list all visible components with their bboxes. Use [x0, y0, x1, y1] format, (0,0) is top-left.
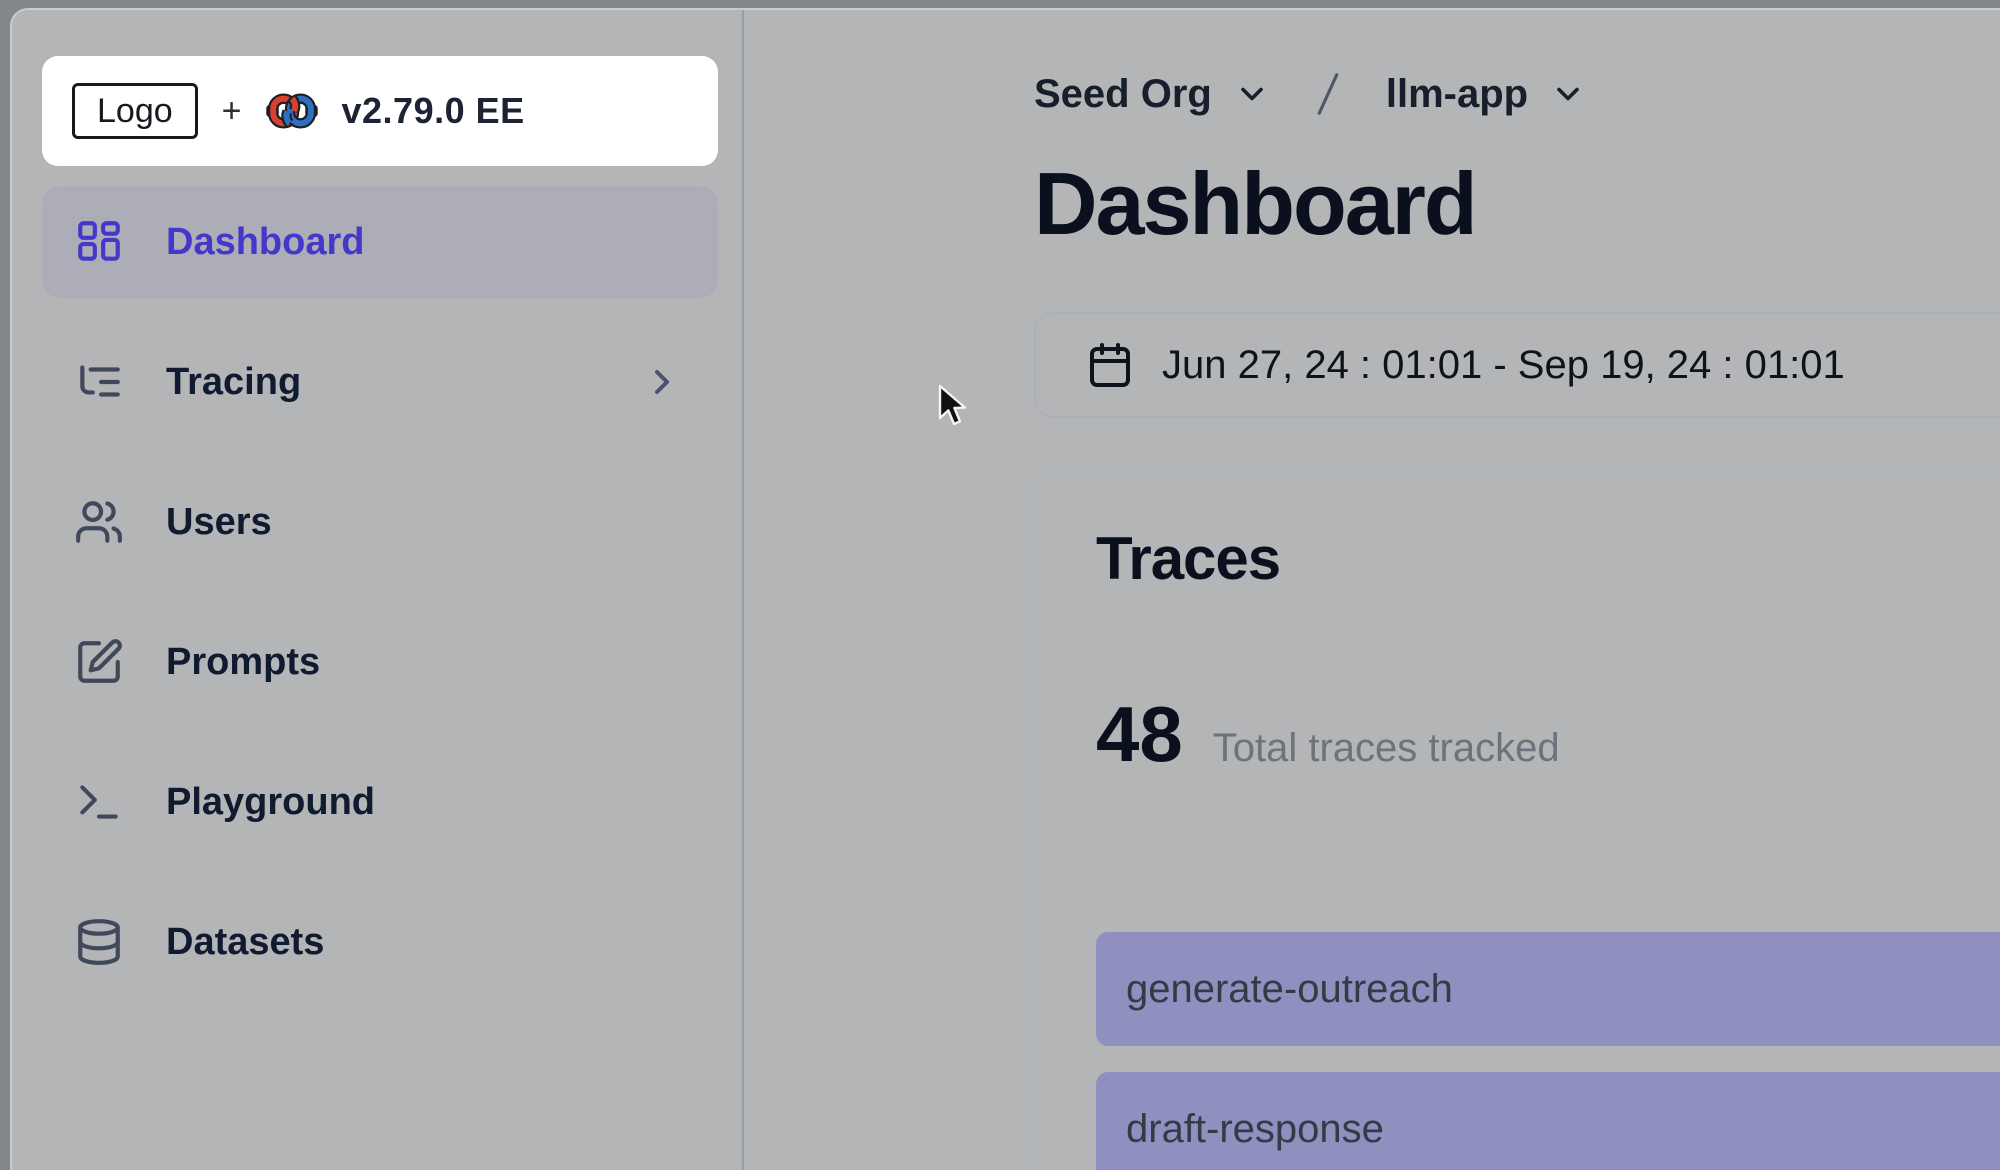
list-tree-icon [80, 365, 120, 397]
traces-total-row: 48 Total traces tracked [1096, 689, 2000, 780]
trace-bar[interactable]: draft-response [1096, 1072, 2000, 1170]
traces-card-title: Traces [1096, 525, 1281, 593]
sidebar-item-datasets[interactable]: Datasets [42, 886, 718, 998]
square-pen-icon [78, 639, 122, 683]
org-switcher[interactable]: Seed Org [1034, 72, 1270, 117]
project-switcher[interactable]: llm-app [1386, 72, 1586, 117]
traces-total-caption: Total traces tracked [1212, 726, 1560, 771]
layout-dashboard-icon [78, 221, 120, 261]
main-content: Seed Org llm-app Dashboard Jun 27, 24 : … [744, 10, 2000, 1170]
org-name: Seed Org [1034, 71, 1212, 116]
sidebar-item-label: Datasets [166, 920, 325, 963]
terminal-icon [80, 785, 118, 819]
sidebar-nav: Dashboard Tracing [42, 186, 718, 998]
sidebar-item-label: Dashboard [166, 220, 365, 263]
breadcrumb: Seed Org llm-app [1034, 66, 2000, 122]
chevron-down-icon [1241, 87, 1263, 101]
date-range-picker[interactable]: Jun 27, 24 : 01:01 - Sep 19, 24 : 01:01 [1034, 312, 2000, 419]
trace-bar-label: draft-response [1126, 1106, 1384, 1151]
sidebar-item-label: Prompts [166, 640, 321, 683]
app-window: Logo + v2.79.0 EE [10, 8, 2000, 1170]
plus-sign: + [221, 91, 242, 130]
date-range-value: Jun 27, 24 : 01:01 - Sep 19, 24 : 01:01 [1162, 342, 1845, 387]
traces-bar-chart: generate-outreach draft-response [1096, 932, 2000, 1170]
logo-card: Logo + v2.79.0 EE [42, 56, 718, 166]
traces-card: Traces 48 Total traces tracked generate-… [1034, 470, 2000, 1170]
sidebar-item-label: Users [166, 500, 272, 543]
trace-bar[interactable]: generate-outreach [1096, 932, 2000, 1047]
sidebar-item-prompts[interactable]: Prompts [42, 606, 718, 718]
calendar-icon [1090, 343, 1130, 388]
breadcrumb-separator [1317, 73, 1339, 115]
sidebar-item-label: Tracing [166, 360, 302, 403]
chevron-down-icon [1557, 87, 1579, 101]
users-icon [76, 501, 122, 543]
trace-bar-label: generate-outreach [1126, 966, 1453, 1011]
sidebar-item-tracing[interactable]: Tracing [42, 326, 718, 438]
knot-logo-icon [265, 93, 318, 129]
sidebar-item-label: Playground [166, 780, 376, 823]
chevron-right-icon[interactable] [642, 362, 682, 402]
sidebar-item-users[interactable]: Users [42, 466, 718, 578]
project-name: llm-app [1385, 71, 1529, 116]
logo-placeholder-box: Logo [72, 83, 198, 139]
page-title: Dashboard [1034, 154, 1478, 253]
sidebar-item-dashboard[interactable]: Dashboard [42, 186, 718, 298]
version-label: v2.79.0 EE [341, 90, 525, 131]
mouse-cursor [938, 384, 967, 426]
sidebar-item-playground[interactable]: Playground [42, 746, 718, 858]
traces-total-value: 48 [1096, 690, 1183, 779]
sidebar: Logo + v2.79.0 EE [12, 10, 744, 1170]
database-icon [78, 919, 120, 965]
